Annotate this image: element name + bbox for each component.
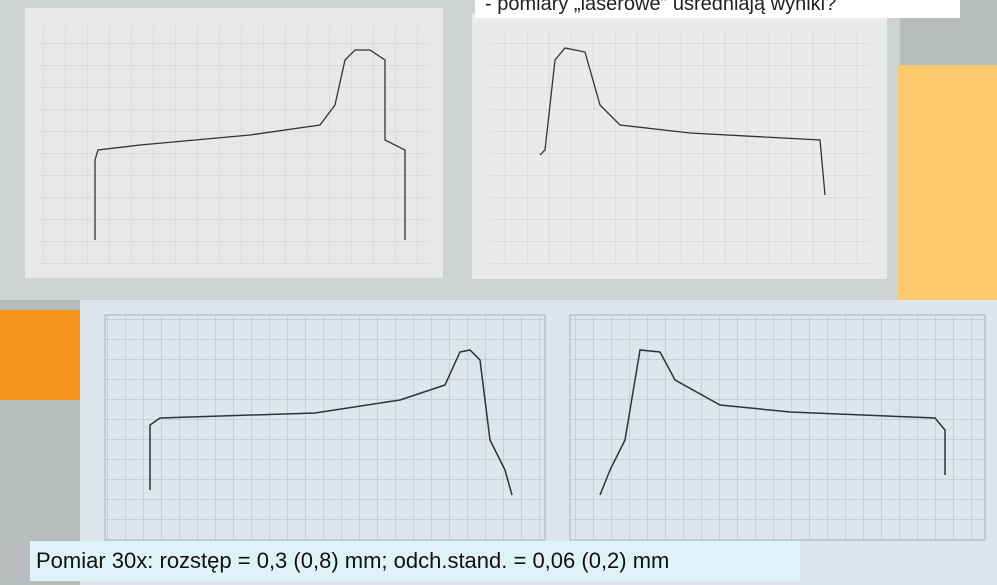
profile-curve xyxy=(599,349,946,496)
accent-orange-left xyxy=(0,310,80,400)
slide-note: - pomiary „laserowe” uśredniają wyniki? xyxy=(475,0,960,18)
profile-curve xyxy=(149,349,513,496)
accent-orange xyxy=(898,65,997,300)
slide-caption: Pomiar 30x: rozstęp = 0,3 (0,8) mm; odch… xyxy=(30,541,800,581)
profile-curve xyxy=(539,47,826,196)
chart-grid xyxy=(490,30,870,265)
chart-panel xyxy=(569,314,986,541)
profile-curve xyxy=(94,49,406,240)
chart-grid xyxy=(40,25,430,265)
chart-panel xyxy=(104,314,546,541)
